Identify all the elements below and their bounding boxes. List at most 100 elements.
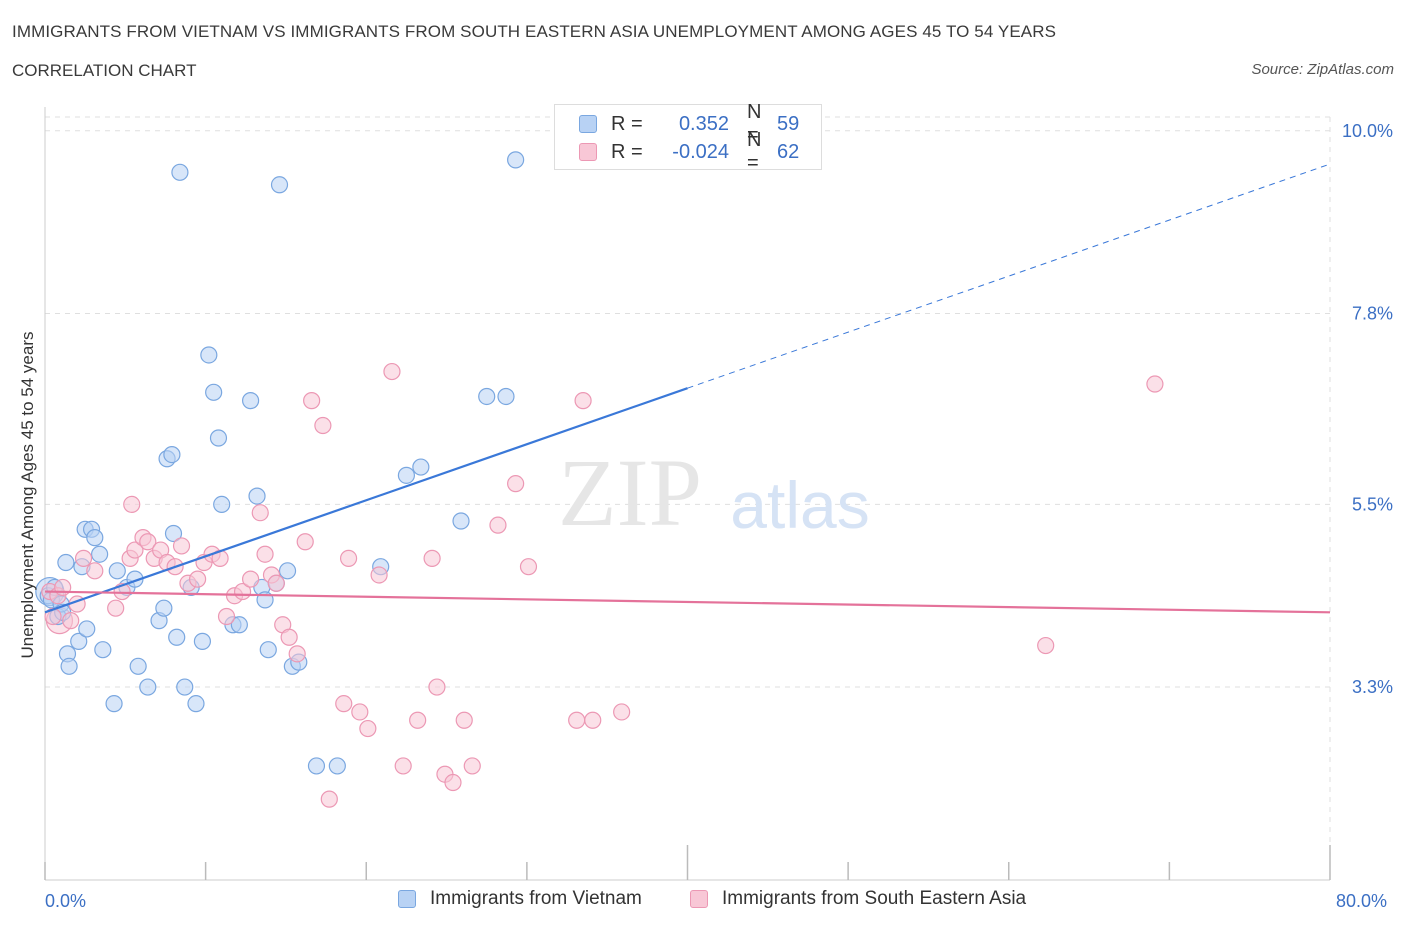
sea-point	[409, 711, 427, 729]
blue-swatch-icon	[579, 115, 597, 133]
chart-subtitle: CORRELATION CHART	[12, 61, 197, 80]
sea-point	[139, 533, 157, 551]
vietnam-point	[278, 562, 297, 580]
sea-point	[507, 475, 525, 493]
vietnam-point	[57, 553, 75, 572]
sea-point	[251, 504, 269, 522]
y-tick-label: 3.3%	[1352, 677, 1393, 697]
vietnam-point	[200, 346, 218, 364]
sea-point	[217, 607, 236, 626]
sea-point	[383, 362, 401, 381]
sea-point	[288, 645, 306, 663]
vietnam-point	[193, 632, 212, 650]
sea-point	[123, 495, 141, 514]
sea-point	[320, 790, 338, 808]
r-value: 0.352	[678, 112, 729, 135]
sea-point	[86, 562, 104, 580]
n-value: 59	[777, 112, 800, 135]
vietnam-point	[259, 641, 277, 659]
vietnam-point	[328, 757, 346, 775]
vietnam-point	[242, 392, 260, 410]
vietnam-point	[168, 628, 186, 646]
sea-point	[370, 566, 388, 584]
sea-point	[519, 558, 538, 576]
series-legend: Immigrants from Vietnam Immigrants from …	[0, 888, 1406, 916]
chart-title: IMMIGRANTS FROM VIETNAM VS IMMIGRANTS FR…	[12, 22, 1057, 41]
vietnam-point	[412, 458, 430, 476]
y-tick-label: 5.5%	[1352, 494, 1393, 514]
sea-point	[359, 719, 377, 738]
vietnam-point	[70, 632, 88, 650]
sea-point	[126, 541, 144, 559]
watermark-zip: ZIP	[558, 439, 702, 546]
sea-point	[463, 757, 481, 775]
legend-item-sea[interactable]: Immigrants from South Eastern Asia	[690, 888, 1026, 910]
sea-point	[256, 545, 274, 563]
sea-point	[1146, 375, 1164, 393]
vietnam-point	[213, 495, 231, 514]
sea-point	[314, 416, 332, 435]
sea-point	[455, 711, 473, 729]
r-label: R =	[611, 112, 643, 135]
y-axis-label: Unemployment Among Ages 45 to 54 years	[18, 331, 37, 659]
vietnam-point	[397, 466, 416, 484]
sea-point	[280, 628, 298, 646]
pink-swatch-icon	[690, 890, 708, 908]
vietnam-point	[507, 151, 525, 169]
n-label: N =	[747, 101, 762, 146]
legend-item-vietnam[interactable]: Immigrants from Vietnam	[398, 888, 642, 910]
sea-trend-line	[44, 590, 1331, 614]
vietnam-point	[60, 657, 78, 675]
sea-point	[394, 757, 412, 775]
x-tick-max: 80.0%	[1336, 891, 1388, 911]
watermark-atlas: atlas	[730, 468, 869, 542]
vietnam-point	[205, 383, 223, 401]
vietnam-point	[94, 641, 112, 659]
y-tick-labels: 3.3% 5.5% 7.8% 10.0%	[1342, 121, 1393, 697]
vietnam-point	[307, 757, 326, 775]
vietnam-point	[91, 545, 109, 563]
vietnam-point	[230, 616, 248, 634]
axes	[44, 107, 1331, 881]
vietnam-point	[452, 512, 470, 530]
sea-point	[584, 711, 602, 729]
sea-point	[242, 570, 260, 588]
y-tick-label: 7.8%	[1352, 303, 1393, 323]
vietnam-point	[187, 695, 205, 713]
vietnam-point	[139, 678, 157, 696]
sea-point	[339, 549, 358, 567]
r-label: R =	[611, 140, 643, 163]
vietnam-point	[497, 387, 515, 406]
sea-point	[613, 703, 631, 721]
x-tick-min: 0.0%	[45, 891, 87, 911]
sea-point	[172, 537, 191, 555]
sea-point	[351, 703, 369, 721]
sea-point	[267, 574, 285, 592]
vietnam-point	[478, 387, 496, 406]
blue-swatch-icon	[398, 890, 416, 908]
sea-point	[428, 678, 446, 696]
vietnam-point	[108, 562, 126, 580]
trend-lines	[44, 163, 1331, 614]
y-tick-label: 10.0%	[1342, 121, 1393, 141]
sea-point	[107, 599, 125, 617]
vietnam-point	[86, 529, 104, 547]
sea-point	[489, 516, 507, 534]
vietnam-point	[129, 657, 147, 675]
sea-point	[188, 570, 207, 588]
sea-point	[74, 549, 93, 567]
vietnam-trend-extension	[687, 163, 1331, 389]
n-label: N =	[747, 129, 762, 174]
stats-legend: R = 0.352 N = 59 R = -0.024 N = 62	[554, 101, 822, 174]
sea-point	[444, 773, 462, 792]
sea-point	[423, 549, 441, 567]
sea-point	[568, 711, 586, 729]
sea-point	[296, 533, 314, 551]
sea-point	[335, 695, 353, 713]
vietnam-point	[163, 445, 181, 464]
vietnam-trend-line	[44, 387, 688, 614]
sea-point	[574, 392, 592, 410]
n-value: 62	[777, 140, 800, 163]
r-value: -0.024	[672, 140, 729, 163]
